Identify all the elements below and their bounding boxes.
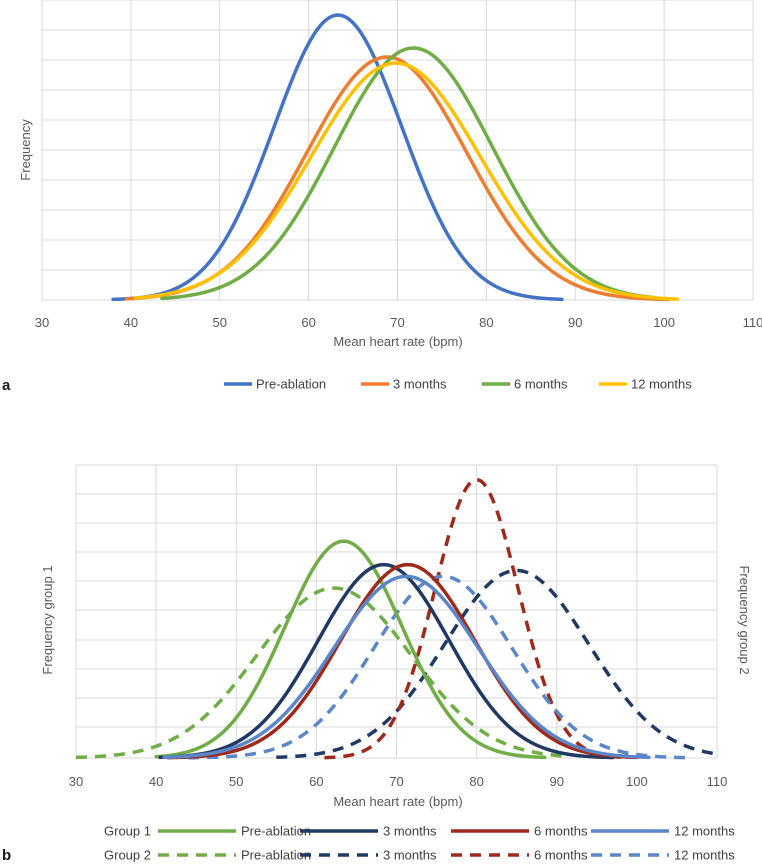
x-tick-label: 110 xyxy=(743,315,762,330)
x-tick-label: 110 xyxy=(707,774,728,789)
legend-label: 3 months xyxy=(383,848,437,863)
x-tick-label: 50 xyxy=(229,774,243,789)
legend-label: 12 months xyxy=(631,377,692,392)
x-tick-label: 60 xyxy=(301,315,315,330)
legend-label: Pre-ablation xyxy=(241,848,311,863)
legend-label: 3 months xyxy=(393,377,447,392)
panel-a-chart: 30 40 50 60 70 80 90 100 110 Mean heart rate (bp… xyxy=(2,0,762,394)
x-tick-label: 80 xyxy=(479,315,493,330)
x-tick-label: 60 xyxy=(309,774,323,789)
x-tick-label: 100 xyxy=(626,774,648,789)
curve-group-1-6-months xyxy=(166,562,639,760)
x-tick-label: 70 xyxy=(389,774,403,789)
panel-b-letter: b xyxy=(2,847,11,864)
panel-a-legend: Pre-ablation 3 months 6 months 12 months xyxy=(224,377,692,392)
legend-group-label: Group 1 xyxy=(104,824,151,839)
x-tick-label: 30 xyxy=(35,315,49,330)
panel-b-y-axis-label-right: Frequency group 2 xyxy=(737,565,752,674)
panel-a-curves xyxy=(111,13,680,302)
x-tick-label: 100 xyxy=(653,315,675,330)
curve-group-1-12-months xyxy=(162,574,651,760)
curve-group-2-3-months xyxy=(276,568,718,760)
panel-a-letter: a xyxy=(2,377,11,394)
legend-label: 3 months xyxy=(383,824,437,839)
legend-label: 12 months xyxy=(674,848,735,863)
x-tick-label: 30 xyxy=(69,774,83,789)
x-tick-label: 90 xyxy=(550,774,564,789)
legend-label: 6 months xyxy=(514,377,568,392)
curve-12-months xyxy=(133,61,680,301)
panel-a-x-axis-label: Mean heart rate (bpm) xyxy=(333,334,462,349)
panel-b-y-axis-label-left: Frequency group 1 xyxy=(40,565,55,674)
x-tick-label: 90 xyxy=(568,315,582,330)
legend-label: 6 months xyxy=(534,848,588,863)
curve-6-months xyxy=(160,46,657,301)
legend-label: 12 months xyxy=(674,824,735,839)
x-tick-label: 80 xyxy=(469,774,483,789)
legend-label: 6 months xyxy=(534,824,588,839)
legend-group-label: Group 2 xyxy=(104,848,151,863)
curve-group-2-pre-ablation xyxy=(75,586,565,760)
panel-a-gridlines xyxy=(41,0,754,301)
panel-a-x-tick-labels: 30 40 50 60 70 80 90 100 110 xyxy=(35,315,762,330)
x-tick-label: 50 xyxy=(213,315,227,330)
x-tick-label: 40 xyxy=(149,774,163,789)
curve-pre-ablation xyxy=(111,13,564,302)
curve-group-1-pre-ablation xyxy=(154,539,547,760)
panel-b-x-tick-labels: 30 40 50 60 70 80 90 100 110 xyxy=(69,774,728,789)
legend-label: Pre-ablation xyxy=(241,824,311,839)
x-tick-label: 40 xyxy=(124,315,138,330)
legend-label: Pre-ablation xyxy=(256,377,326,392)
x-tick-label: 70 xyxy=(390,315,404,330)
panel-b-x-axis-label: Mean heart rate (bpm) xyxy=(333,794,462,809)
panel-b-curves xyxy=(75,477,718,760)
panel-b-chart: 30 40 50 60 70 80 90 100 110 Mean heart rate (bp… xyxy=(2,464,752,864)
curve-group-2-12-months xyxy=(188,574,685,760)
panel-b-legend: Group 1 Group 2 Pre-ablation 3 months 6 mont… xyxy=(104,824,735,863)
curve-group-2-6-months xyxy=(324,477,621,760)
curve-group-1-3-months xyxy=(158,562,615,760)
panel-a-y-axis-label: Frequency xyxy=(18,119,33,181)
